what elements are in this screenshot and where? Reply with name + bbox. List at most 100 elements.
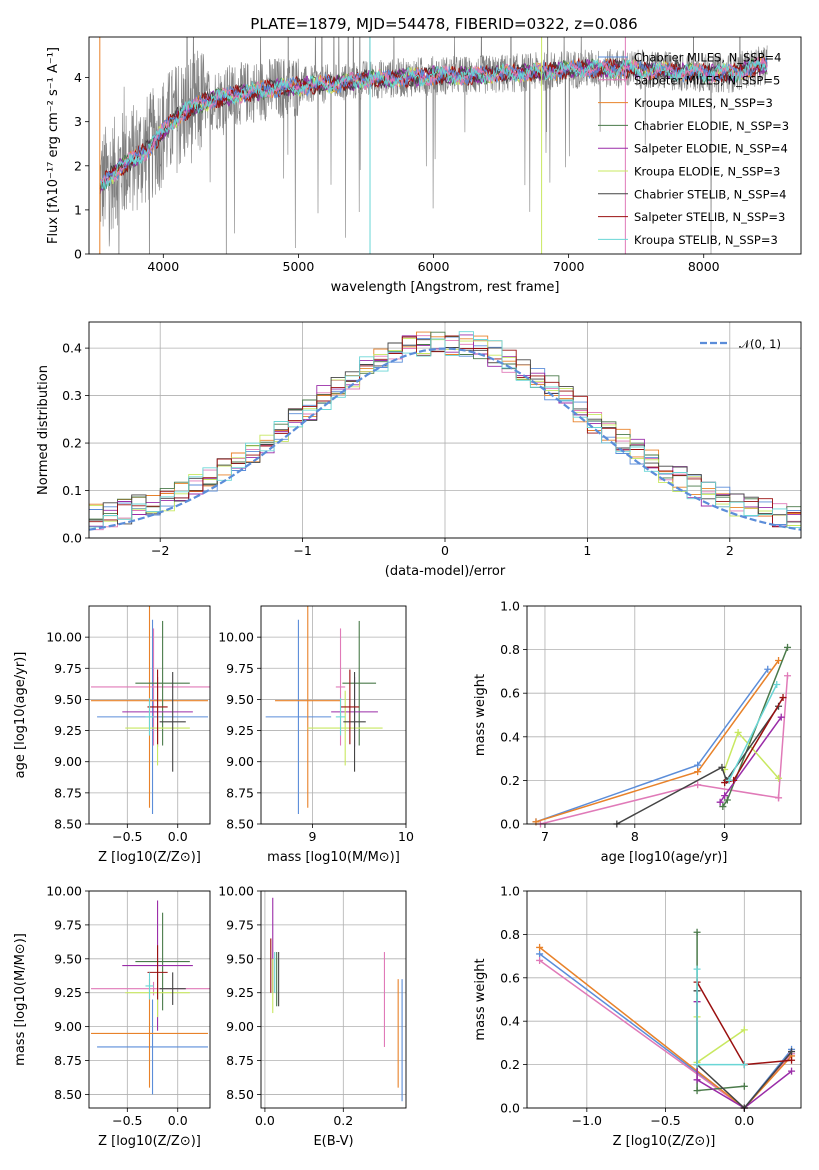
legend-label: Salpeter STELIB, N_SSP=3 xyxy=(634,210,785,224)
plot-area xyxy=(265,606,383,815)
y-tick-label: 0.4 xyxy=(62,341,82,356)
y-tick-label: 0 xyxy=(74,247,82,262)
marker-chabrier_elodie xyxy=(740,1082,748,1090)
marker-salpeter_elodie xyxy=(716,798,724,806)
marker-salpeter_miles xyxy=(775,794,783,802)
marker-chabrier_miles xyxy=(764,665,772,673)
y-tick-label: 9.50 xyxy=(226,951,254,966)
axes-frame xyxy=(88,605,211,825)
figure-title: PLATE=1879, MJD=54478, FIBERID=0322, z=0… xyxy=(250,15,637,33)
x-axis-label: age [log10(age/yr)] xyxy=(601,850,728,865)
x-tick-label: −1 xyxy=(293,543,311,558)
errorbar-salpeter_stelib xyxy=(340,669,360,745)
series-salpeter_stelib xyxy=(721,694,787,787)
y-tick-label: 8.50 xyxy=(54,1087,82,1102)
errorbar-chabrier_stelib xyxy=(159,972,186,1005)
x-tick-label: 7000 xyxy=(553,259,585,274)
model-line-kroupa_stelib xyxy=(99,58,768,190)
marker-salpeter_miles xyxy=(784,672,792,680)
line-chabrier_elodie xyxy=(696,932,745,1092)
y-tick-label: 9.25 xyxy=(54,723,82,738)
y-axis-label: age [log10(age/yr)] xyxy=(13,652,28,779)
series-kroupa_stelib xyxy=(693,965,748,1069)
y-tick-label: 8.50 xyxy=(54,817,82,832)
y-tick-label: 9.00 xyxy=(54,1019,82,1034)
y-tick-label: 4 xyxy=(74,70,82,85)
y-tick-label: 9.50 xyxy=(54,692,82,707)
x-tick-label: 4000 xyxy=(147,259,179,274)
x-tick-label: −0.5 xyxy=(112,1113,142,1128)
errorbar-kroupa_stelib xyxy=(145,698,154,736)
errorbar-chabrier_miles xyxy=(265,619,332,815)
marker-salpeter_elodie xyxy=(777,713,785,721)
legend-label: Kroupa ELODIE, N_SSP=3 xyxy=(634,165,780,179)
errorbar-salpeter_miles xyxy=(91,628,210,746)
marker-chabrier_miles xyxy=(694,761,702,769)
y-tick-label: 9.25 xyxy=(54,985,82,1000)
x-axis-label: E(B-V) xyxy=(313,1134,353,1149)
marker-chabrier_elodie xyxy=(723,796,731,804)
y-tick-label: 3 xyxy=(74,114,82,129)
x-tick-label: 8 xyxy=(631,829,639,844)
y-tick-label: 9.00 xyxy=(226,754,254,769)
axes-frame xyxy=(526,605,802,825)
line-kroupa_stelib xyxy=(696,969,745,1066)
x-axis-label: Z [log10(Z/Z⊙)] xyxy=(613,1134,716,1149)
legend: Chabrier MILES, N_SSP=4 Salpeter MILES, N… xyxy=(598,51,789,247)
y-tick-label: 10.00 xyxy=(218,884,254,899)
x-tick-label: 0.2 xyxy=(333,1113,353,1128)
y-tick-label: 0.2 xyxy=(500,1057,520,1072)
y-tick-label: 9.75 xyxy=(54,661,82,676)
y-tick-label: 8.75 xyxy=(54,785,82,800)
series-chabrier_miles xyxy=(532,665,772,826)
x-tick-label: 7 xyxy=(541,829,549,844)
panel-weight_vs_Z: −1.0 −0.5 0.0 0.0 0.2 0.4 0.6 0.8 1.0 Z [log10(Z/… xyxy=(473,884,802,1149)
y-tick-label: 0.0 xyxy=(500,817,520,832)
series-chabrier_elodie xyxy=(719,643,792,811)
marker-kroupa_elodie xyxy=(734,728,742,736)
marker-kroupa_miles xyxy=(775,657,783,664)
x-tick-label: 0.0 xyxy=(255,1113,275,1128)
y-tick-label: 0.2 xyxy=(500,773,520,788)
x-tick-label: −0.5 xyxy=(112,829,142,844)
errorbar-chabrier_miles xyxy=(97,999,208,1095)
panel-mass_vs_ebv: 0.0 0.2 8.50 8.75 9.00 9.25 9.50 9.75 10.00 E(B-V… xyxy=(218,884,407,1149)
y-axis-label: mass weight xyxy=(473,958,488,1040)
legend-label: Salpeter MILES, N_SSP=5 xyxy=(634,73,780,87)
x-axis-label: Z [log10(Z/Z⊙)] xyxy=(98,850,201,865)
marker-chabrier_elodie xyxy=(719,803,727,811)
line-chabrier_stelib xyxy=(616,705,780,825)
series-kroupa_stelib xyxy=(725,680,781,784)
plot-area xyxy=(270,897,403,1102)
legend-label: Chabrier STELIB, N_SSP=4 xyxy=(634,187,786,201)
y-tick-label: 8.50 xyxy=(226,817,254,832)
marker-chabrier_elodie xyxy=(693,928,701,936)
panel-spectrum: 4000 5000 6000 7000 8000 0 1 2 3 4 wavelength [Ang… xyxy=(46,36,802,295)
y-tick-label: 10.00 xyxy=(46,884,82,899)
panel-weight_vs_age: 7 8 9 0.0 0.2 0.4 0.6 0.8 1.0 age [log10(age/yr)]… xyxy=(473,599,802,865)
y-tick-label: 9.50 xyxy=(54,951,82,966)
marker-kroupa_stelib xyxy=(693,965,701,973)
marker-salpeter_stelib xyxy=(779,694,787,702)
plot-area xyxy=(91,606,210,815)
errorbar-kroupa_stelib xyxy=(145,972,154,1000)
marker-kroupa_elodie xyxy=(740,1026,748,1034)
legend-label: Kroupa MILES, N_SSP=3 xyxy=(634,96,773,110)
x-tick-label: 2 xyxy=(726,543,734,558)
y-tick-label: 0.2 xyxy=(62,436,82,451)
y-tick-label: 10.00 xyxy=(218,630,254,645)
x-tick-label: 0.0 xyxy=(168,829,188,844)
marker-chabrier_elodie xyxy=(693,1087,701,1095)
axes-frame xyxy=(526,890,802,1109)
legend: 𝒩(0, 1) xyxy=(700,337,781,351)
legend-label: 𝒩(0, 1) xyxy=(739,337,781,351)
y-tick-label: 0.4 xyxy=(500,1014,520,1029)
y-axis-label: Flux [fλ10⁻¹⁷ erg cm⁻² s⁻¹ A⁻¹] xyxy=(46,47,61,244)
axes-frame xyxy=(88,321,802,539)
x-axis-label: mass [log10(M/M⊙)] xyxy=(267,850,400,865)
axes-frame xyxy=(260,890,407,1109)
marker-kroupa_stelib xyxy=(740,1061,748,1069)
x-axis-label: wavelength [Angstrom, rest frame] xyxy=(331,280,560,295)
y-tick-label: 1.0 xyxy=(500,884,520,899)
x-tick-label: 0.0 xyxy=(168,1113,188,1128)
